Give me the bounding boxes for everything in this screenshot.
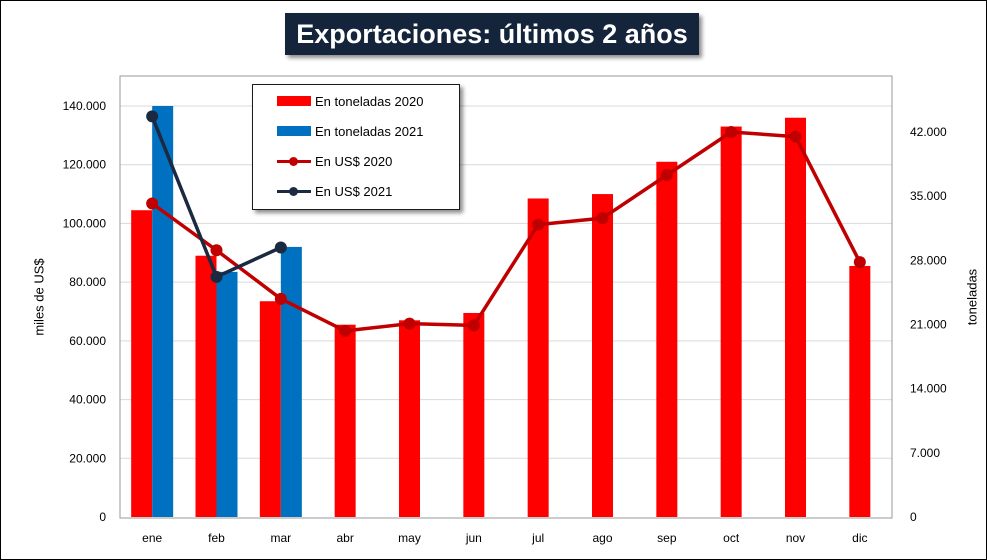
legend-label: En US$ 2021 (315, 184, 393, 199)
point-usd-2020 (403, 317, 416, 330)
bar-toneladas-2020 (463, 312, 485, 517)
x-axis-ticks: ene feb mar abr may jun jul ago sep oct nov dic (142, 531, 867, 545)
legend-label: En toneladas 2021 (315, 124, 424, 139)
x-tick-label: may (398, 531, 421, 545)
x-tick-label: sep (657, 531, 677, 545)
legend-swatch-blue-bar (277, 126, 311, 136)
right-tick-label: 35.000 (910, 189, 947, 203)
bar-toneladas-2020 (131, 210, 153, 518)
bar-toneladas-2020 (334, 324, 356, 517)
x-tick-label: nov (786, 531, 805, 545)
x-tick-label: jun (465, 531, 482, 545)
x-tick-label: ene (142, 531, 162, 545)
point-usd-2020 (210, 244, 223, 257)
legend-swatch-red-bar (277, 96, 311, 106)
bar-toneladas-2020 (849, 265, 871, 517)
left-tick-label: 140.000 (63, 99, 107, 113)
right-axis-title: toneladas (964, 268, 980, 326)
legend-marker-navy (289, 187, 298, 196)
bar-toneladas-2020 (785, 117, 806, 517)
point-usd-2021 (146, 110, 159, 123)
right-tick-label: 42.000 (910, 125, 947, 139)
plot-area-border (119, 75, 893, 519)
x-tick-label: feb (208, 531, 225, 545)
left-axis-ticks: 0 20.000 40.000 60.000 80.000 100.000 120.000 1… (63, 99, 107, 524)
point-usd-2020 (596, 212, 609, 225)
line-series (146, 110, 866, 337)
left-tick-label: 60.000 (69, 334, 106, 348)
bar-toneladas-2020 (720, 126, 742, 518)
bar-toneladas-2021 (280, 246, 302, 517)
right-tick-label: 7.000 (910, 446, 940, 460)
right-tick-label: 14.000 (910, 382, 947, 396)
legend-label: En US$ 2020 (315, 154, 393, 169)
point-usd-2020 (725, 126, 738, 138)
chart-title: Exportaciones: últimos 2 años (296, 18, 688, 49)
bar-toneladas-2020 (592, 194, 613, 518)
x-tick-label: jul (531, 531, 544, 545)
bar-toneladas-2021 (152, 106, 174, 517)
x-tick-label: oct (723, 531, 740, 545)
point-usd-2020 (660, 169, 673, 182)
left-axis-title: miles de US$ (31, 258, 47, 336)
chart-title-box: Exportaciones: últimos 2 años (285, 13, 699, 55)
left-tick-label: 20.000 (69, 451, 106, 465)
x-tick-label: ago (592, 531, 612, 545)
bar-toneladas-2020 (399, 320, 420, 517)
x-tick-label: dic (852, 531, 867, 545)
bar-toneladas-2020 (259, 301, 281, 517)
gridlines (120, 105, 892, 459)
point-usd-2020 (853, 256, 866, 269)
left-tick-label: 40.000 (69, 393, 106, 407)
legend-item-usd-2021: En US$ 2021 (253, 181, 459, 203)
point-usd-2020 (339, 324, 352, 337)
right-axis-ticks: 0 7.000 14.000 21.000 28.000 35.000 42.000 (910, 125, 947, 524)
point-usd-2021 (210, 270, 223, 283)
legend-marker-red (289, 157, 298, 166)
bar-toneladas-2021 (216, 271, 238, 517)
right-tick-label: 28.000 (910, 253, 947, 267)
x-tick-label: abr (336, 531, 353, 545)
point-usd-2021 (274, 241, 287, 254)
left-tick-label: 100.000 (63, 216, 107, 230)
chart-legend: En toneladas 2020 En toneladas 2021 En U… (252, 84, 460, 210)
legend-label: En toneladas 2020 (315, 94, 424, 109)
point-usd-2020 (532, 218, 545, 231)
bar-toneladas-2020 (656, 161, 678, 517)
legend-item-usd-2020: En US$ 2020 (253, 151, 459, 173)
x-tick-label: mar (270, 531, 291, 545)
left-tick-label: 80.000 (69, 275, 106, 289)
right-tick-label: 0 (910, 510, 917, 524)
bar-toneladas-2020 (527, 198, 549, 517)
left-tick-label: 0 (99, 510, 106, 524)
point-usd-2020 (274, 292, 287, 305)
point-usd-2020 (467, 319, 480, 332)
right-tick-label: 21.000 (910, 318, 947, 332)
legend-item-toneladas-2021: En toneladas 2021 (253, 121, 459, 143)
left-tick-label: 120.000 (63, 158, 107, 172)
bar-toneladas-2020 (195, 255, 217, 517)
bar-series (131, 106, 871, 518)
point-usd-2020 (146, 197, 159, 210)
legend-item-toneladas-2020: En toneladas 2020 (253, 91, 459, 113)
line-usd-2020 (151, 130, 862, 333)
point-usd-2020 (789, 130, 802, 143)
